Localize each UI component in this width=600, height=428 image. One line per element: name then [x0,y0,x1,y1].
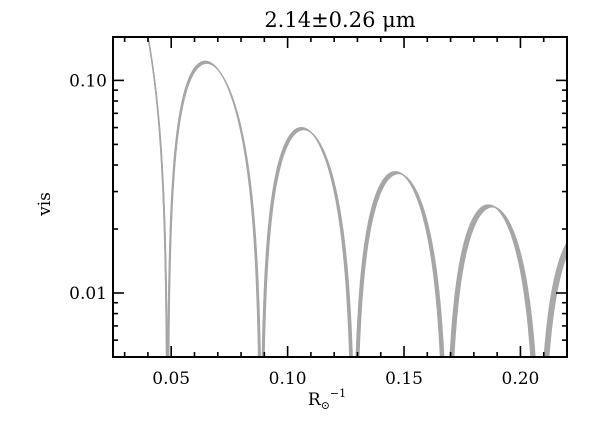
y-axis-label: vis [35,192,55,217]
plot-frame [112,36,568,358]
x-tick-label: 0.05 [152,369,190,389]
visibility-curve-7 [147,37,567,357]
axis-ticks [113,37,568,358]
x-axis-label-sub: ⊙ [321,399,330,412]
x-axis-label: R⊙−1 [308,387,346,412]
visibility-curves [147,37,567,357]
axis-tick-labels: 0.05 0.10 0.15 0.20 0.01 0.10 [69,71,539,389]
x-tick-label: 0.10 [269,369,307,389]
y-tick-label: 0.10 [69,71,107,91]
x-tick-label: 0.15 [385,369,423,389]
x-tick-label: 0.20 [502,369,540,389]
x-axis-label-sup: −1 [330,387,346,400]
chart-title: 2.14±0.26 μm [264,8,415,32]
x-axis-label-main: R [308,390,322,410]
y-tick-label: 0.01 [69,284,107,304]
visibility-curve-1 [147,37,567,357]
